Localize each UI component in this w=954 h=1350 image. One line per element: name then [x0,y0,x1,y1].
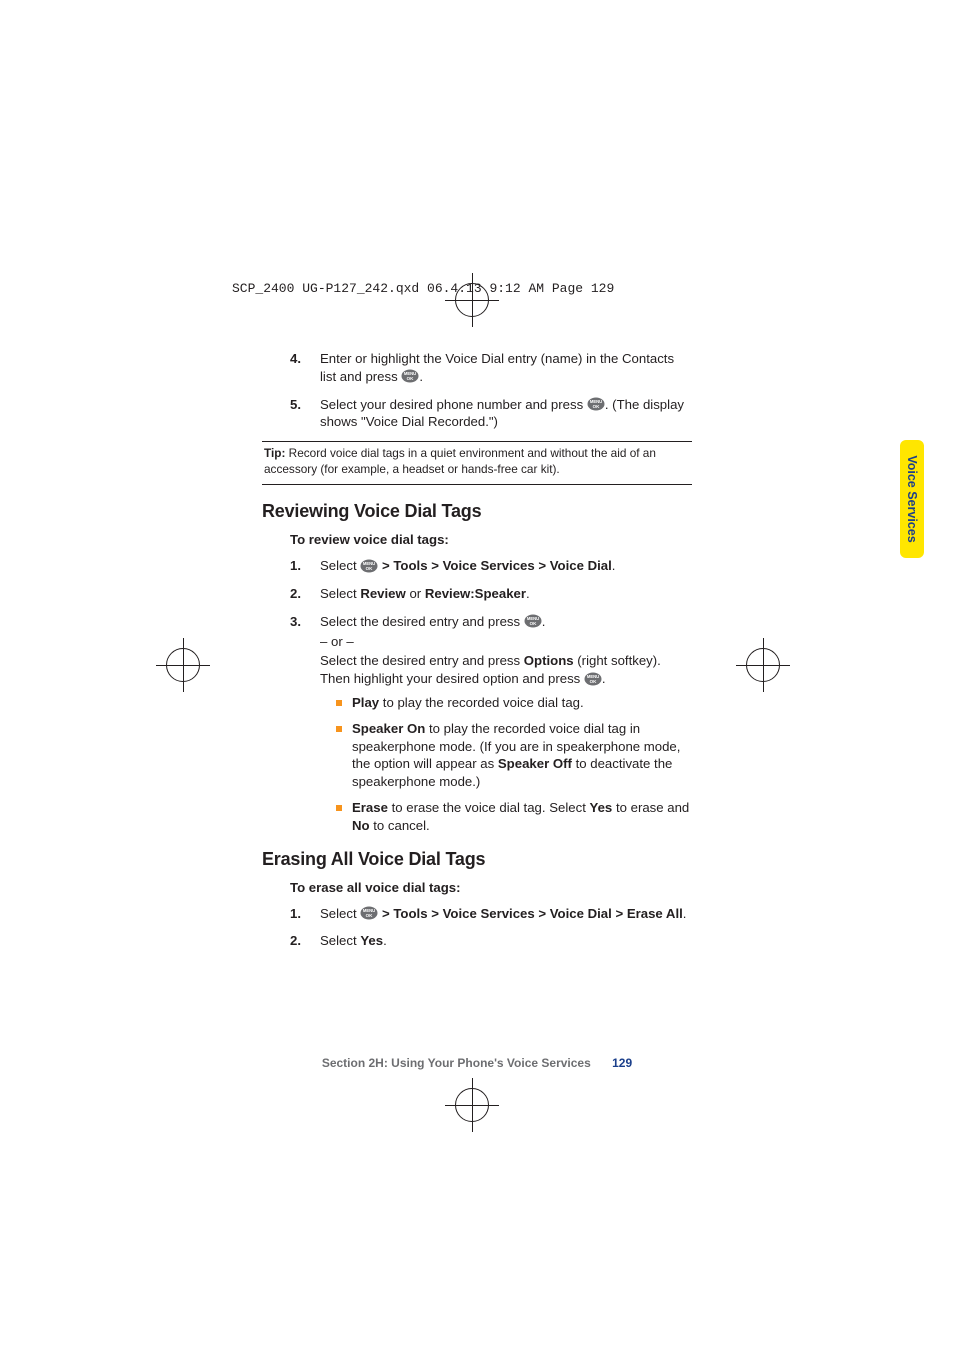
bullet-label-2: Speaker Off [498,756,572,771]
step-number: 1. [290,905,301,923]
page-number: 129 [612,1056,632,1070]
bullet-label-2: Yes [590,800,613,815]
step-text: Enter or highlight the Voice Dial entry … [320,351,674,384]
page-footer: Section 2H: Using Your Phone's Voice Ser… [262,1056,692,1070]
section-tab: Voice Services [900,440,924,558]
bullet-speaker-on: Speaker On to play the recorded voice di… [336,720,692,791]
page-content: 4. Enter or highlight the Voice Dial ent… [262,350,692,960]
step-number: 4. [290,350,301,368]
bullet-text-2: to erase and [612,800,689,815]
registration-mark-bottom [455,1088,489,1122]
review-step-2: 2. Select Review or Review:Speaker. [290,585,692,603]
erase-step-2: 2. Select Yes. [290,932,692,950]
option-review: Review [360,586,405,601]
print-header-text: SCP_2400 UG-P127_242.qxd 06.4.13 9:12 AM… [232,281,614,296]
erase-step-1: 1. Select MENUOK > Tools > Voice Service… [290,905,692,923]
heading-erasing: Erasing All Voice Dial Tags [262,849,692,870]
menu-ok-icon: MENUOK [587,397,605,411]
tip-label: Tip: [264,446,285,460]
step-text-post: . [526,586,530,601]
step-text-post: . [419,369,423,384]
tip-box: Tip: Record voice dial tags in a quiet e… [262,441,692,485]
option-review-speaker: Review:Speaker [425,586,526,601]
footer-text: Section 2H: Using Your Phone's Voice Ser… [322,1056,591,1070]
registration-mark-top [455,283,489,317]
svg-text:OK: OK [407,376,415,381]
step-number: 1. [290,557,301,575]
menu-ok-icon: MENUOK [360,906,378,920]
tip-text: Record voice dial tags in a quiet enviro… [264,446,656,476]
bullet-label: Speaker On [352,721,425,736]
erase-steps: 1. Select MENUOK > Tools > Voice Service… [290,905,692,951]
step-text: Select your desired phone number and pre… [320,397,587,412]
step-text-post: . [683,906,687,921]
bullet-erase: Erase to erase the voice dial tag. Selec… [336,799,692,835]
heading-reviewing: Reviewing Voice Dial Tags [262,501,692,522]
menu-ok-icon: MENUOK [584,672,602,686]
registration-mark-left [166,648,200,682]
bullet-text: to play the recorded voice dial tag. [379,695,584,710]
step-number: 5. [290,396,301,414]
menu-ok-icon: MENUOK [401,369,419,383]
step-text: Select [320,558,360,573]
option-bullets: Play to play the recorded voice dial tag… [336,694,692,835]
svg-text:OK: OK [592,404,600,409]
bullet-text: to erase the voice dial tag. Select [388,800,590,815]
step-text-post: . [542,614,546,629]
menu-ok-icon: MENUOK [524,614,542,628]
step-text-alt: Select the desired entry and press [320,653,524,668]
step-number: 2. [290,932,301,950]
step-text: Select [320,906,360,921]
softkey-options: Options [524,653,574,668]
intro-steps: 4. Enter or highlight the Voice Dial ent… [290,350,692,431]
subhead-erase: To erase all voice dial tags: [290,880,692,895]
menu-path: > Tools > Voice Services > Voice Dial [378,558,611,573]
step-text-post: . [383,933,387,948]
step-number: 2. [290,585,301,603]
or-separator: – or – [320,633,692,651]
bullet-play: Play to play the recorded voice dial tag… [336,694,692,712]
step-text-alt-post: . [602,671,606,686]
step-5: 5. Select your desired phone number and … [290,396,692,432]
bullet-label: Play [352,695,379,710]
option-yes: Yes [360,933,383,948]
svg-text:OK: OK [366,913,374,918]
bullet-text-3: to cancel. [370,818,430,833]
step-text-post: . [612,558,616,573]
bullet-label: Erase [352,800,388,815]
svg-text:OK: OK [529,621,537,626]
review-step-3: 3. Select the desired entry and press ME… [290,613,692,835]
step-4: 4. Enter or highlight the Voice Dial ent… [290,350,692,386]
section-tab-label: Voice Services [905,455,919,542]
step-text-mid: or [406,586,425,601]
step-number: 3. [290,613,301,631]
review-step-1: 1. Select MENUOK > Tools > Voice Service… [290,557,692,575]
svg-text:OK: OK [366,566,374,571]
svg-text:OK: OK [590,679,598,684]
subhead-review: To review voice dial tags: [290,532,692,547]
step-text: Select the desired entry and press [320,614,524,629]
registration-mark-right [746,648,780,682]
print-header: SCP_2400 UG-P127_242.qxd 06.4.13 9:12 AM… [232,281,614,296]
step-text: Select [320,933,360,948]
menu-path: > Tools > Voice Services > Voice Dial > … [378,906,682,921]
review-steps: 1. Select MENUOK > Tools > Voice Service… [290,557,692,835]
step-text: Select [320,586,360,601]
menu-ok-icon: MENUOK [360,559,378,573]
bullet-label-3: No [352,818,370,833]
